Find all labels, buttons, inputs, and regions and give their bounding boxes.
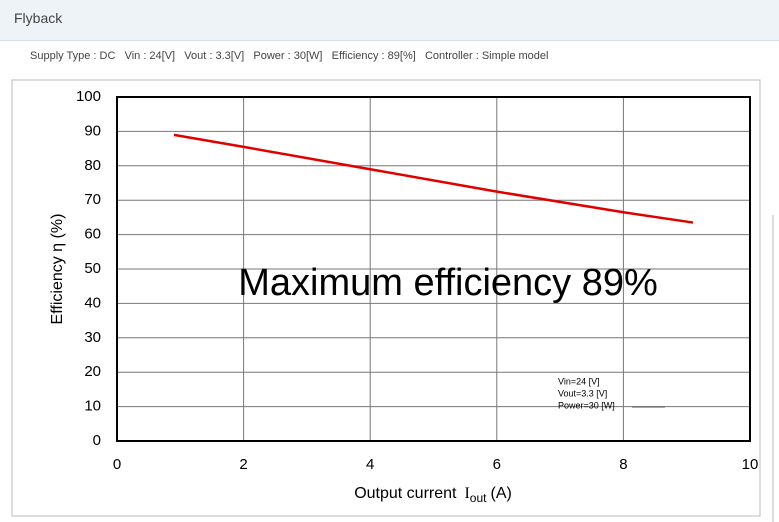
header-title: Flyback: [14, 10, 63, 26]
annotation: Maximum efficiency 89%: [238, 262, 658, 304]
plot-border: [116, 96, 751, 442]
y-tick-label: 90: [84, 122, 101, 139]
x-label-text: Output current: [354, 485, 457, 502]
y-tick-label: 100: [76, 88, 101, 105]
efficiency-line: [173, 133, 694, 224]
x-label-subscript: out: [470, 491, 487, 505]
x-tick-label: 10: [742, 456, 759, 473]
y-tick-label: 70: [84, 191, 101, 208]
y-tick-label: 60: [84, 226, 101, 243]
y-tick-label: 0: [93, 432, 101, 449]
y-tick-label: 30: [84, 329, 101, 346]
chart-frame: [11, 79, 761, 517]
y-tick-label: 40: [84, 294, 101, 311]
y-tick-label: 50: [84, 260, 101, 277]
x-axis-label: Output current Iout (A): [354, 485, 512, 506]
note: Power=30 [W]: [558, 400, 615, 410]
x-tick-label: 6: [493, 456, 501, 473]
info-line: Supply Type : DC Vin : 24[V] Vout : 3.3[…: [30, 50, 549, 62]
note: Vout=3.3 [V]: [558, 388, 607, 398]
x-label-symbol: I: [464, 485, 469, 502]
y-tick-label: 80: [84, 157, 101, 174]
x-tick-label: 2: [239, 456, 247, 473]
note: Vin=24 [V]: [558, 376, 600, 386]
header: Flyback: [0, 0, 779, 41]
x-tick-label: 4: [366, 456, 374, 473]
x-tick-label: 8: [619, 456, 627, 473]
y-tick-label: 20: [84, 363, 101, 380]
y-tick-label: 10: [84, 398, 101, 415]
x-tick-label: 0: [113, 456, 121, 473]
y-axis-label: Efficiency η (%): [49, 214, 66, 325]
x-label-unit: (A): [490, 485, 511, 502]
